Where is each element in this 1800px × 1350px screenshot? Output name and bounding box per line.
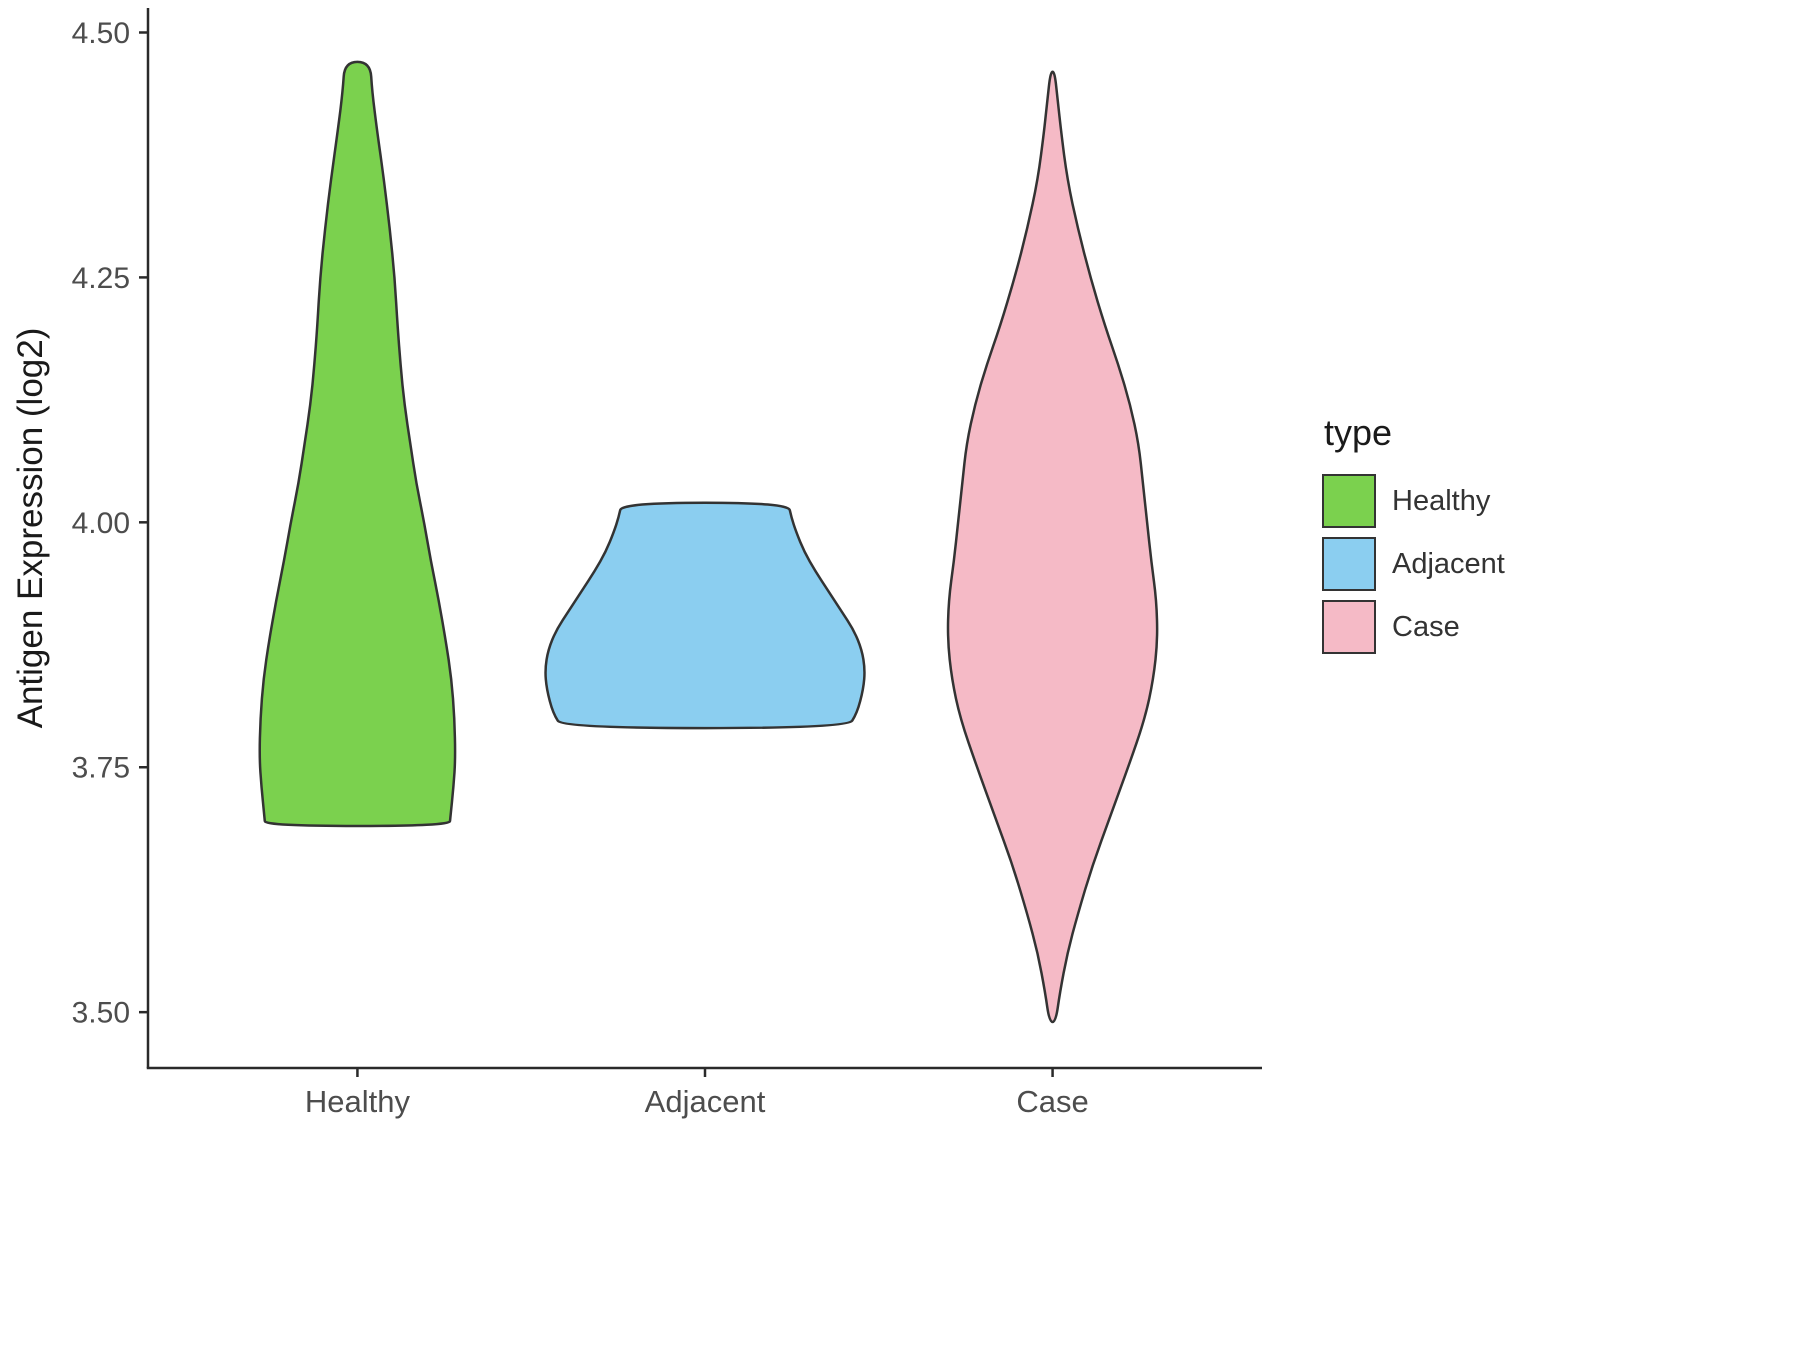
violins-group: [258, 60, 1159, 1024]
legend-swatch-healthy: [1322, 474, 1376, 528]
legend: type Healthy Adjacent Case: [1322, 412, 1505, 663]
y-tick-label: 4.25: [72, 262, 130, 295]
legend-swatch-case: [1322, 600, 1376, 654]
y-tick-label: 4.00: [72, 507, 130, 540]
violin-adjacent: [544, 501, 866, 730]
violin-case: [946, 70, 1159, 1024]
x-category-label: Healthy: [305, 1084, 411, 1119]
legend-label: Adjacent: [1392, 547, 1505, 580]
legend-item-adjacent: Adjacent: [1322, 537, 1505, 591]
legend-label: Healthy: [1392, 484, 1491, 517]
axes-group: 3.50 3.75 4.00 4.25 4.50 Healthy Adjacent Case: [72, 8, 1262, 1119]
legend-label: Case: [1392, 610, 1460, 643]
y-tick-label: 4.50: [72, 17, 130, 50]
y-tick-label: 3.75: [72, 752, 130, 785]
y-tick-label: 3.50: [72, 997, 130, 1030]
legend-item-healthy: Healthy: [1322, 474, 1505, 528]
legend-swatch-adjacent: [1322, 537, 1376, 591]
violin-healthy: [258, 60, 457, 828]
legend-item-case: Case: [1322, 600, 1505, 654]
legend-items: Healthy Adjacent Case: [1322, 474, 1505, 654]
legend-title: type: [1324, 412, 1393, 453]
x-category-label: Adjacent: [645, 1084, 766, 1119]
x-category-label: Case: [1016, 1084, 1088, 1119]
y-axis-title: Antigen Expression (log2): [11, 328, 50, 729]
